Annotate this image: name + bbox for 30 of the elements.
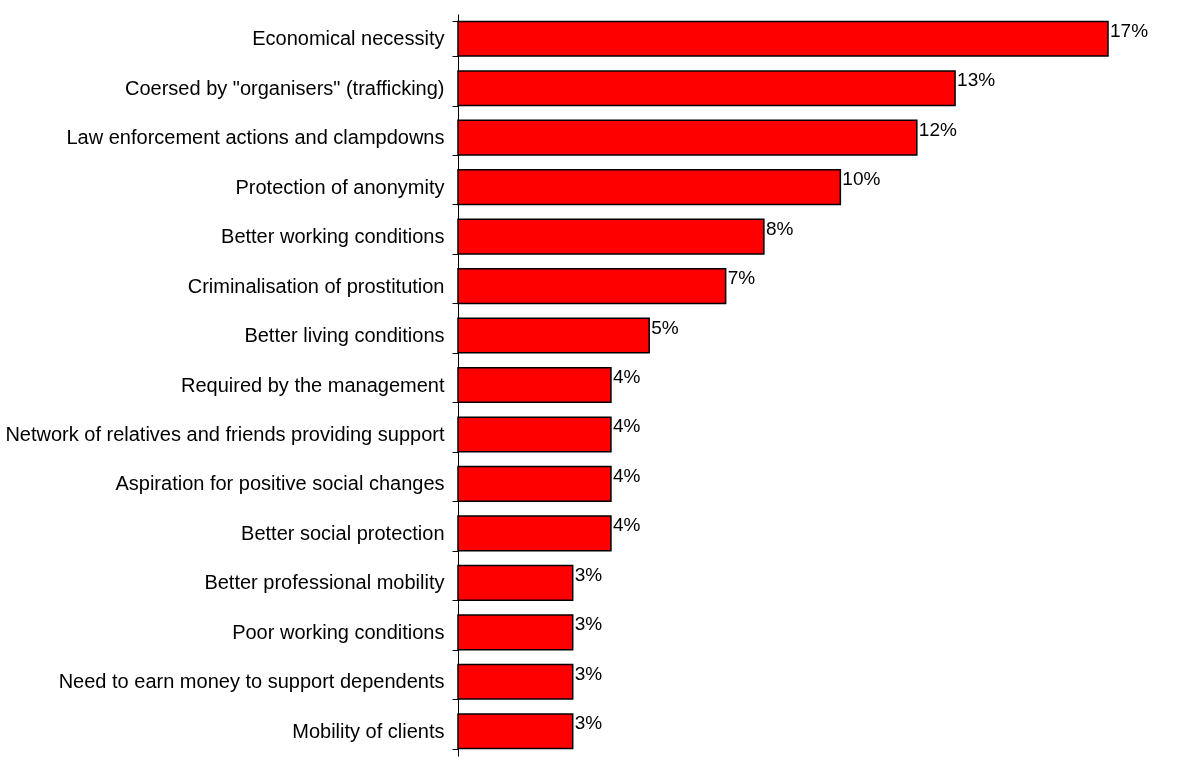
y-tick-label: Poor working conditions (232, 620, 445, 643)
data-label: 8% (765, 217, 794, 239)
data-label: 4% (612, 415, 641, 437)
data-label: 5% (651, 316, 679, 338)
data-label: 7% (727, 267, 756, 289)
y-tick-label: Better working conditions (221, 225, 445, 248)
y-tick-label: Mobility of clients (292, 719, 445, 742)
y-tick-label: Better professional mobility (204, 571, 445, 594)
y-tick-label: Need to earn money to support dependents (58, 670, 445, 693)
y-tick-label: Coersed by "organisers" (trafficking) (124, 76, 445, 99)
y-tick-label: Protection of anonymity (235, 175, 445, 198)
data-label: 4% (612, 464, 641, 486)
data-label: 4% (612, 514, 641, 536)
data-label: 3% (574, 563, 603, 585)
data-label: 4% (612, 366, 641, 387)
data-label: 10% (842, 168, 881, 190)
data-label: 3% (574, 712, 603, 734)
y-tick-label: Aspiration for positive social changes (115, 472, 445, 495)
data-label: 12% (918, 118, 957, 140)
y-tick-label: Required by the management (181, 373, 445, 396)
y-tick-label: Law enforcement actions and clampdowns (66, 126, 445, 149)
y-tick-label: Better living conditions (244, 324, 445, 347)
y-tick-label: Economical necessity (252, 27, 445, 50)
y-tick-label: Network of relatives and friends providing support (5, 422, 445, 445)
data-label: 17% (1110, 19, 1149, 41)
data-label: 13% (957, 69, 996, 91)
data-label: 3% (574, 613, 603, 635)
y-tick-label: Criminalisation of prostitution (187, 274, 445, 297)
data-label: 3% (574, 662, 603, 684)
y-tick-label: Better social protection (241, 521, 445, 544)
